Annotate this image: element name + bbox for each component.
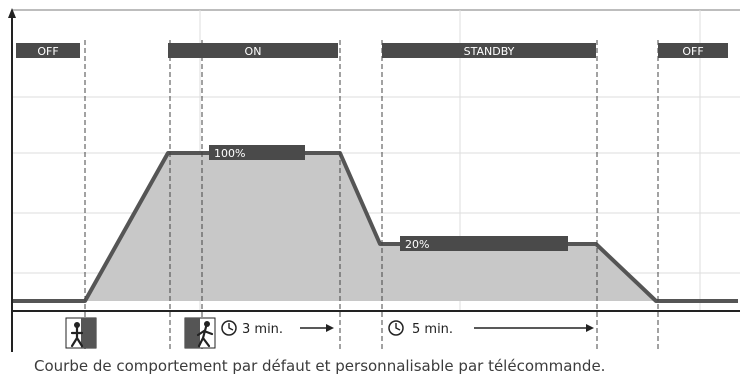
phase-label-off-end: OFF [682,45,703,58]
diagram-caption: Courbe de comportement par défaut et per… [34,357,605,375]
timer-label-standby: 5 min. [412,322,453,337]
motion-sensor-walking-icon [185,318,215,348]
clock-icon [222,321,236,335]
motion-sensor-icon [66,318,96,348]
arrow-right-icon [474,324,594,332]
level-label-high: 100% [214,147,245,160]
arrow-right-icon [300,324,334,332]
phase-label-standby: STANDBY [464,45,515,58]
level-label-standby: 20% [405,238,429,251]
phase-label-off: OFF [37,45,58,58]
timer-label-on: 3 min. [242,322,283,337]
clock-icon [389,321,403,335]
phase-label-on: ON [245,45,262,58]
